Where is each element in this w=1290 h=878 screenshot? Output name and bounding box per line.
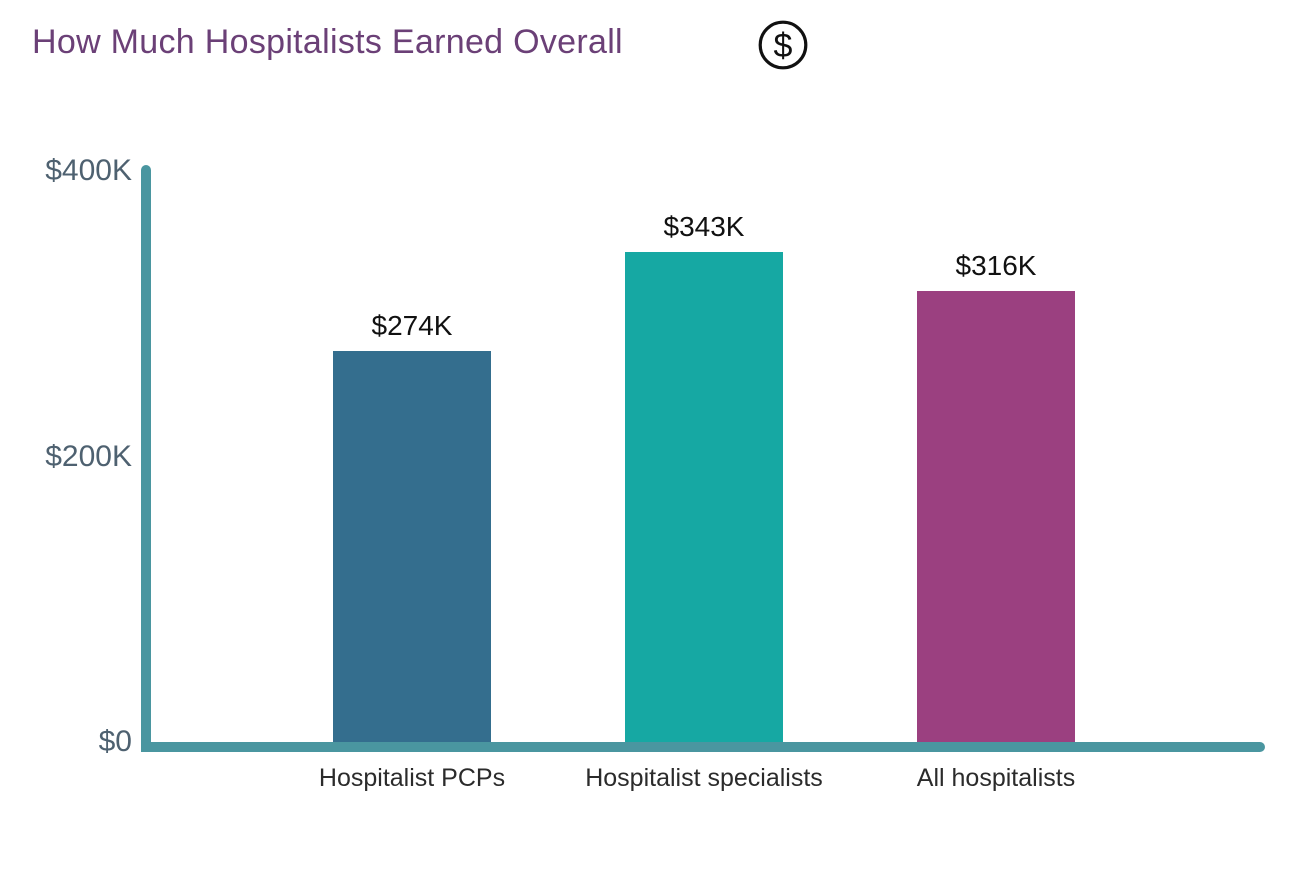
bar [625,252,783,742]
bar-value-label: $343K [663,211,745,243]
x-tick-label: Hospitalist PCPs [318,764,506,792]
dollar-circle-outline [758,20,808,70]
x-tick-label: All hospitalists [916,764,1076,792]
y-axis-line [141,165,151,752]
y-tick-label: $200K [45,439,132,473]
dollar-glyph: $ [774,27,793,65]
chart-title: How Much Hospitalists Earned Overall [32,23,623,61]
bar [917,290,1075,742]
x-tick-label: Hospitalist specialists [585,764,823,792]
bar-value-label: $316K [955,249,1037,281]
bar-value-label: $274K [371,309,453,341]
x-axis-line [141,742,1265,752]
dollar-circle-icon: $ [758,20,808,70]
bar [333,350,491,742]
y-tick-label: $0 [98,725,132,758]
y-tick-label: $400K [45,154,132,187]
